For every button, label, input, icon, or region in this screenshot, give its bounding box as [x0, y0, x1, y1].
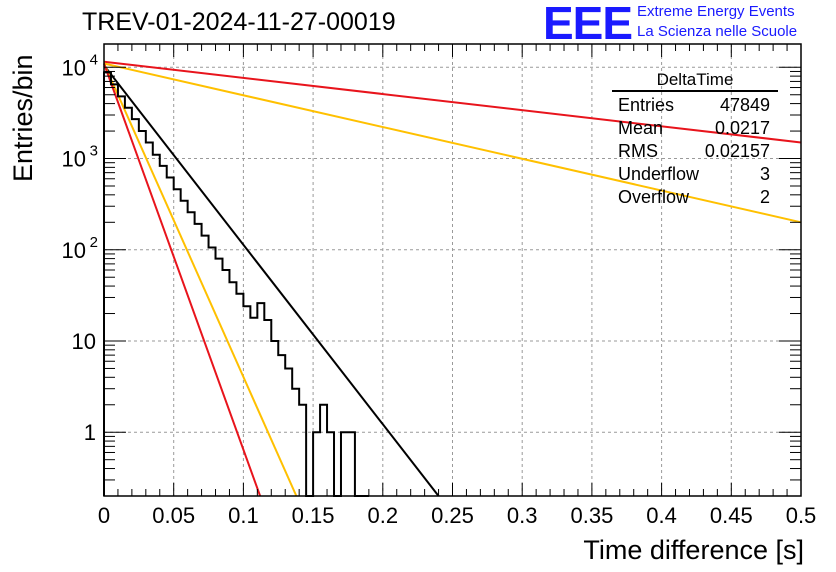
x-tick-label: 0.25	[431, 503, 474, 528]
stats-value: 0.0217	[714, 118, 770, 138]
ticks	[103, 44, 802, 497]
x-tick-label: 0.15	[292, 503, 335, 528]
x-axis-label: Time difference [s]	[583, 535, 804, 565]
y-tick-label: 10	[72, 329, 96, 354]
y-tick-label: 10	[62, 147, 86, 172]
chart-title: TREV-01-2024-11-27-00019	[82, 8, 396, 36]
fit-line	[103, 63, 298, 497]
x-tick-label: 0	[98, 503, 110, 528]
logo-line-2: La Scienza nelle Scuole	[637, 23, 798, 40]
y-tick-label: 10	[62, 55, 86, 80]
y-tick-exponent: 4	[90, 51, 98, 68]
y-tick-exponent: 2	[90, 234, 98, 251]
x-tick-label: 0.3	[507, 503, 538, 528]
x-tick-label: 0.45	[710, 503, 753, 528]
x-tick-label: 0.05	[152, 503, 195, 528]
histogram-outline	[103, 71, 369, 497]
grid	[104, 44, 801, 496]
stats-value: 3	[759, 164, 770, 184]
stats-name: DeltaTime	[656, 70, 734, 89]
stats-row-rms: RMS 0.02157	[612, 140, 778, 163]
fit-line	[103, 64, 440, 497]
stats-label: Underflow	[618, 164, 700, 184]
eee-logo: EEE	[543, 0, 633, 49]
stats-label: RMS	[618, 141, 658, 161]
stats-value: 2	[759, 187, 770, 207]
x-tick-labels: 0 0.05 0.1 0.15 0.2 0.25 0.3 0.35 0.4 0.45 0.5	[98, 503, 816, 528]
stats-divider	[612, 90, 778, 92]
y-axis-label: Entries/bin	[8, 54, 38, 182]
stats-row-underflow: Underflow 3	[612, 163, 778, 186]
x-tick-label: 0.4	[646, 503, 677, 528]
logo-line-1: Extreme Energy Events	[637, 3, 795, 20]
x-tick-label: 0.35	[570, 503, 613, 528]
x-tick-label: 0.5	[786, 503, 817, 528]
stats-value: 0.02157	[704, 141, 770, 161]
stats-label: Entries	[618, 95, 675, 115]
y-tick-label: 1	[84, 420, 96, 445]
x-tick-label: 0.1	[228, 503, 259, 528]
y-tick-exponent: 3	[90, 143, 98, 160]
fit-lines	[103, 60, 802, 497]
stats-row-overflow: Overflow 2	[612, 186, 778, 209]
stats-label: Overflow	[618, 187, 690, 207]
stats-box: DeltaTime Entries 47849 Mean 0.0217 RMS 0.0…	[612, 70, 778, 209]
x-tick-label: 0.2	[368, 503, 399, 528]
stats-label: Mean	[618, 118, 664, 138]
y-tick-label: 10	[62, 238, 86, 263]
stats-row-mean: Mean 0.0217	[612, 117, 778, 140]
fit-line	[103, 60, 802, 144]
fit-line	[103, 62, 802, 224]
fit-line	[103, 63, 262, 497]
stats-row-entries: Entries 47849	[612, 94, 778, 117]
stats-value: 47849	[719, 95, 770, 115]
